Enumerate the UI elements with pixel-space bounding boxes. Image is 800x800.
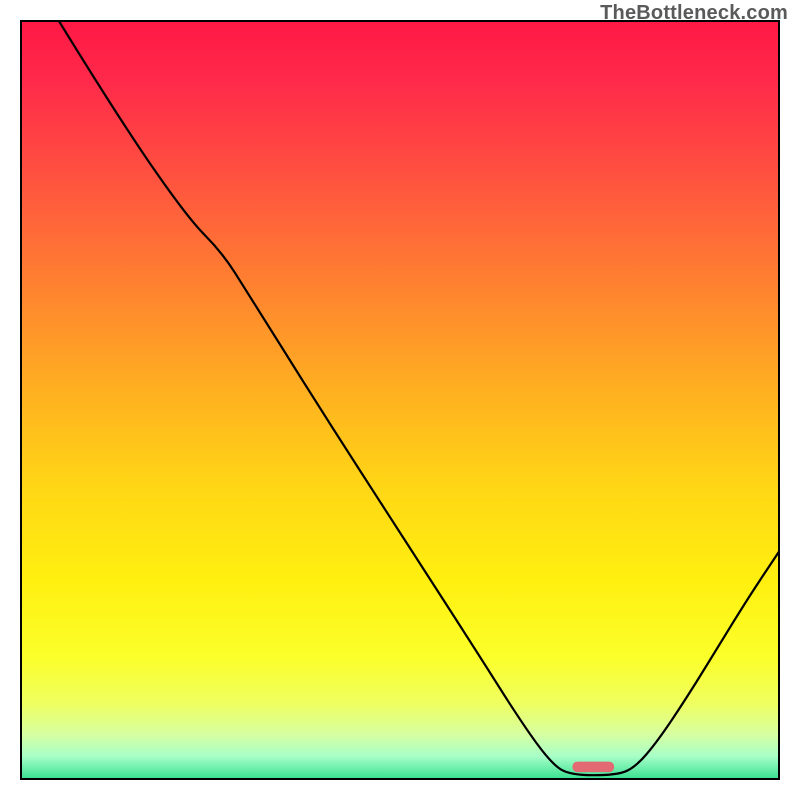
optimal-marker	[572, 762, 614, 773]
chart-container: TheBottleneck.com	[0, 0, 800, 800]
bottleneck-chart	[0, 0, 800, 800]
gradient-background	[21, 21, 779, 779]
watermark-text: TheBottleneck.com	[600, 2, 788, 25]
